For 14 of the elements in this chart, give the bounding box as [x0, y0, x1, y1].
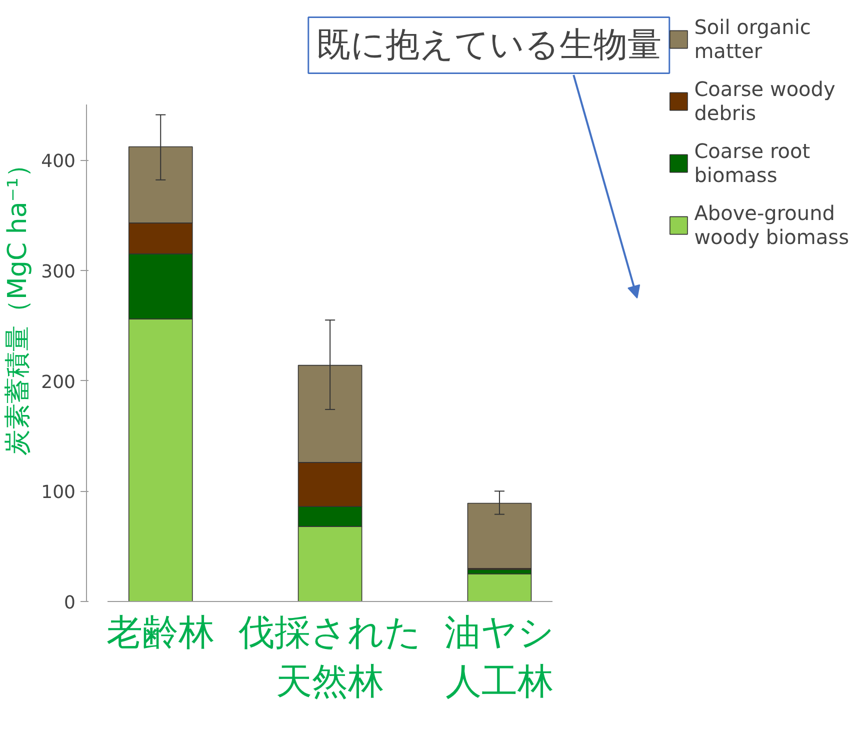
legend-label: Soil organic matter — [694, 15, 811, 63]
text: 既に抱えている生物量 — [316, 25, 662, 66]
x-tick-label: 老齢林 — [106, 612, 215, 654]
legend-label: Above-ground woody biomass — [694, 201, 849, 249]
legend-label: Coarse root biomass — [694, 139, 810, 187]
y-tick-label: 300 — [41, 261, 76, 282]
y-tick-label: 0 — [64, 592, 76, 614]
y-tick-label: 200 — [41, 372, 76, 393]
y-axis-title: 炭素蓄積量（MgC ha⁻¹） — [3, 152, 34, 456]
y-tick-label: 100 — [41, 482, 76, 504]
y-tick-label: 400 — [41, 151, 76, 172]
x-tick-label: 伐採された天然林 — [238, 612, 422, 703]
legend-label: Coarse woody debris — [694, 77, 836, 125]
x-tick-label: 油ヤシ人工林 — [444, 612, 554, 703]
